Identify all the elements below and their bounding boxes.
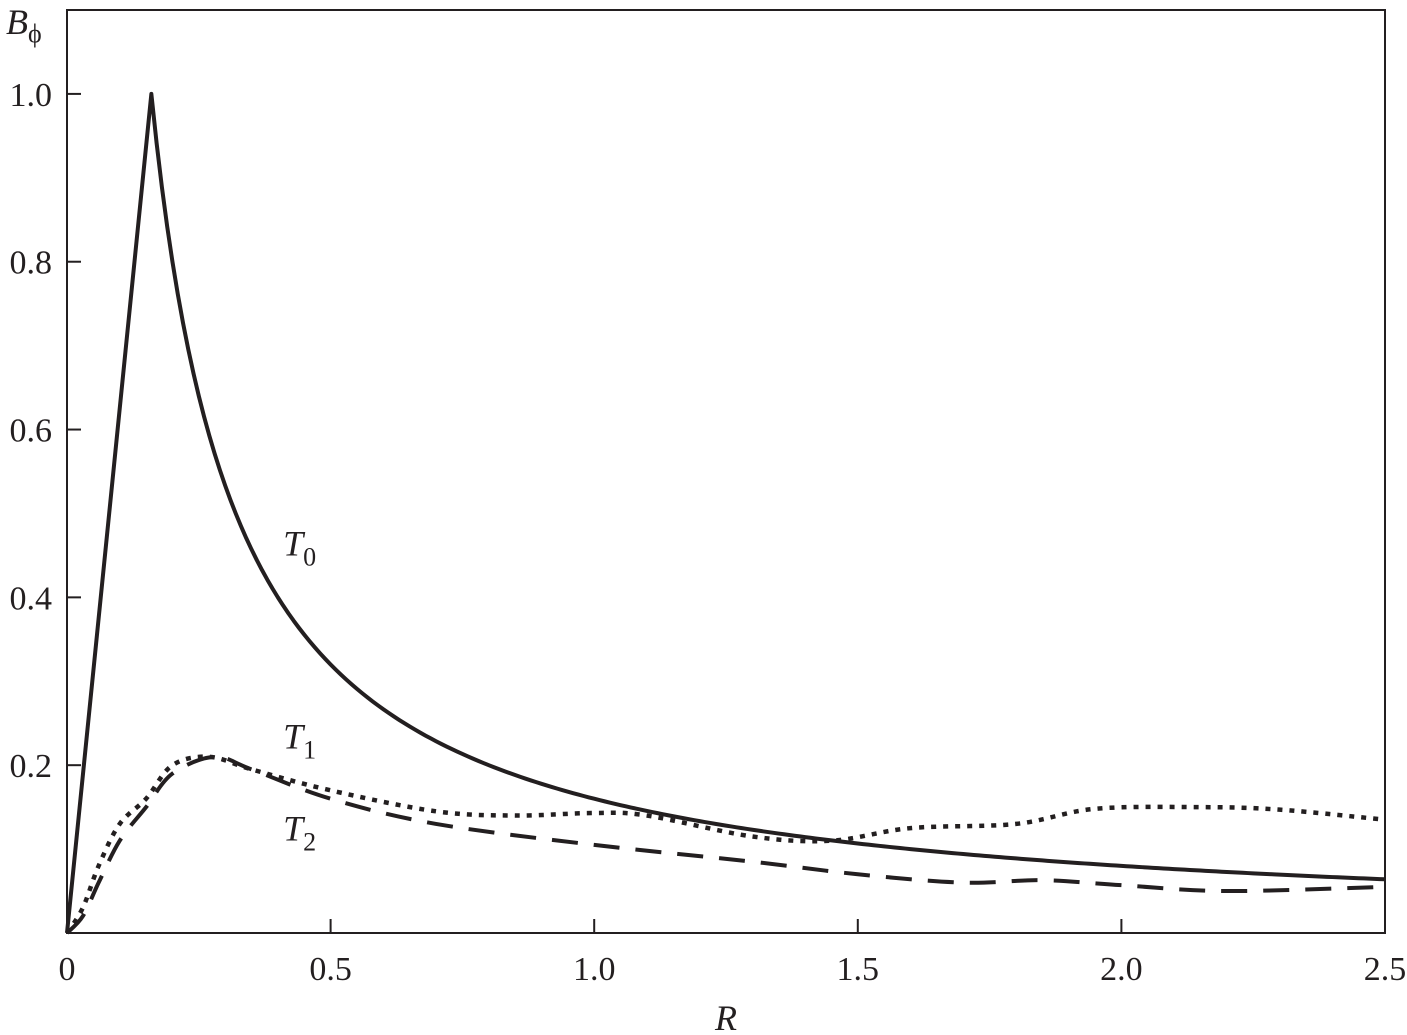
x-tick-label: 2.0 [1100, 951, 1143, 988]
series-label-T0: T0 [283, 523, 316, 571]
x-tick-label: 2.5 [1364, 951, 1407, 988]
x-tick-label: 1.0 [573, 951, 616, 988]
series-line-T0 [65, 91, 1386, 934]
x-axis-title: R [714, 998, 737, 1035]
x-tick-label: 0 [59, 951, 76, 988]
x-tick-label: 0.5 [309, 951, 352, 988]
series-label-T1: T1 [283, 716, 316, 764]
y-axis-title: Bϕ [6, 2, 42, 48]
series-lines [65, 91, 1386, 935]
plot-frame [66, 9, 1386, 934]
y-tick-label: 0.6 [10, 413, 53, 450]
series-line-T2 [65, 754, 1386, 935]
series-label-T2: T2 [283, 809, 316, 857]
y-tick-label: 1.0 [10, 77, 53, 114]
y-tick-label: 0.8 [10, 245, 53, 282]
series-labels: T0 T1 T2 [283, 523, 316, 856]
y-tick-label: 0.4 [10, 580, 53, 617]
y-tick-label: 0.2 [10, 748, 53, 785]
x-tick-label: 1.5 [837, 951, 880, 988]
ticks: 0 0.5 1.0 1.5 2.0 2.5 0.2 0.4 0.6 0.8 1.0 [10, 77, 1407, 988]
series-line-T1 [65, 754, 1386, 935]
